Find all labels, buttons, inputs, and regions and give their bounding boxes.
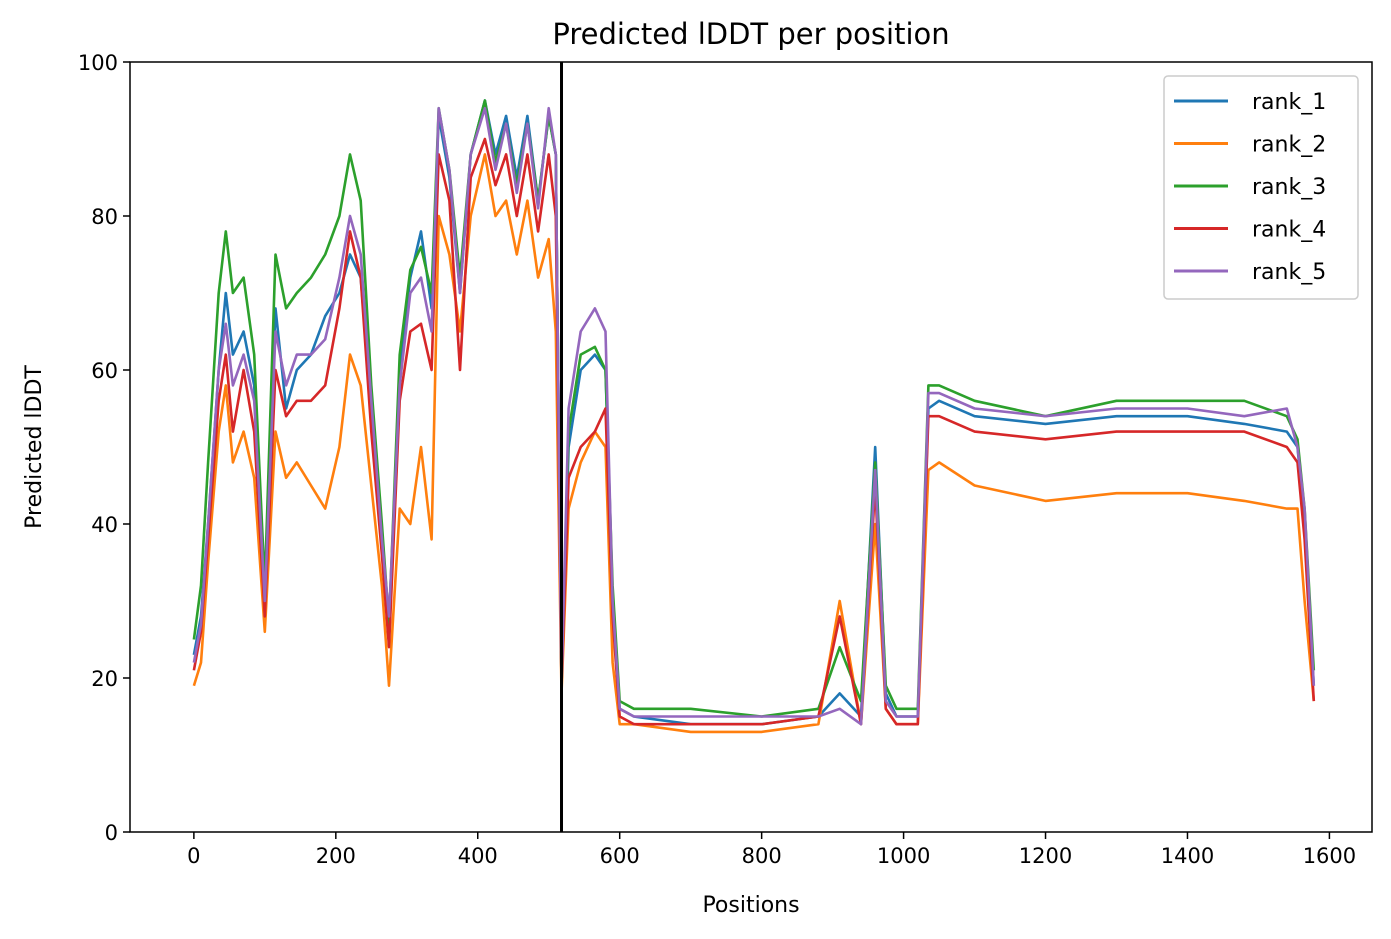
chart-title: Predicted lDDT per position	[552, 17, 949, 51]
x-tick-label: 400	[458, 844, 498, 868]
x-tick-label: 1600	[1303, 844, 1356, 868]
legend-box	[1163, 75, 1359, 300]
x-tick-label: 1200	[1019, 844, 1072, 868]
y-axis-label: Predicted lDDT	[22, 365, 47, 529]
y-tick-label: 80	[91, 205, 118, 229]
x-axis-ticks: 0 200 400 600 800 1000 1200 1400 1600	[187, 832, 1356, 868]
plot-area	[129, 61, 1373, 833]
x-tick-label: 1000	[877, 844, 930, 868]
x-tick-label: 800	[742, 844, 782, 868]
y-tick-label: 40	[91, 513, 118, 537]
y-tick-label: 60	[91, 359, 118, 383]
x-tick-label: 600	[600, 844, 640, 868]
series-line-rank_5	[192, 106, 1316, 726]
x-tick-label: 0	[187, 844, 200, 868]
legend: rank_1 rank_2 rank_3 rank_4 rank_5	[1163, 75, 1359, 300]
y-tick-label: 0	[105, 821, 118, 845]
x-axis-label: Positions	[702, 893, 799, 918]
legend-label-rank_3: rank_3	[1252, 175, 1326, 200]
y-tick-label: 100	[78, 51, 118, 75]
legend-label-rank_1: rank_1	[1252, 90, 1326, 115]
x-tick-label: 200	[316, 844, 356, 868]
legend-label-rank_4: rank_4	[1252, 218, 1326, 243]
x-tick-label: 1400	[1161, 844, 1214, 868]
axes-frame	[129, 61, 1373, 833]
y-tick-label: 20	[91, 667, 118, 691]
legend-label-rank_2: rank_2	[1252, 133, 1326, 158]
legend-label-rank_5: rank_5	[1252, 260, 1326, 285]
series-lines	[192, 99, 1316, 734]
y-axis-ticks: 0 20 40 60 80 100	[78, 51, 130, 845]
